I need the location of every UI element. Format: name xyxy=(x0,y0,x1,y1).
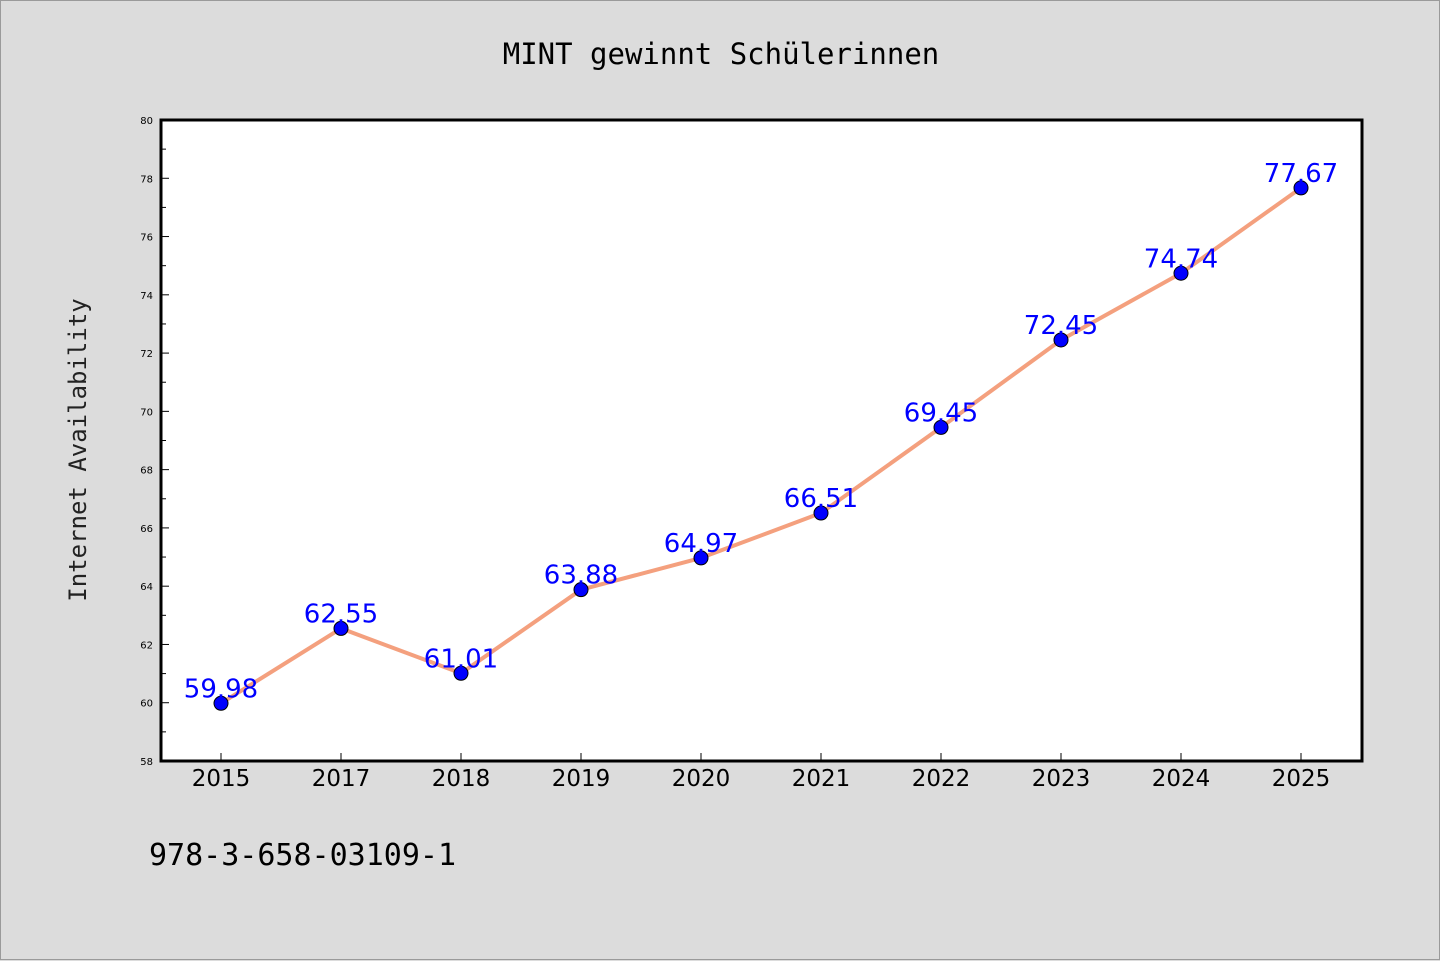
y-tick-label: 76 xyxy=(140,233,153,244)
data-label: 62.55 xyxy=(304,599,378,629)
isbn-text: 978-3-658-03109-1 xyxy=(149,838,456,873)
x-tick-label: 2017 xyxy=(312,766,371,792)
x-axis: 2015 2017 2018 2019 2020 2021 2022 2023 2024 2025 xyxy=(192,753,1331,792)
data-label: 61.01 xyxy=(424,644,498,674)
data-label: 69.45 xyxy=(904,398,978,428)
y-tick-label: 68 xyxy=(140,466,153,477)
x-tick-label: 2019 xyxy=(552,766,611,792)
y-tick-label: 66 xyxy=(140,524,153,535)
data-point xyxy=(1053,332,1069,348)
data-label: 74.74 xyxy=(1144,244,1218,274)
y-tick-label: 80 xyxy=(140,116,153,127)
data-label: 72.45 xyxy=(1024,311,1098,341)
data-point xyxy=(213,695,229,711)
data-point xyxy=(453,665,469,681)
plot-area xyxy=(159,118,1364,763)
data-label: 63.88 xyxy=(544,561,618,591)
x-tick-label: 2024 xyxy=(1152,766,1211,792)
x-tick-label: 2022 xyxy=(912,766,971,792)
data-point xyxy=(693,550,709,566)
data-point xyxy=(1173,265,1189,281)
x-tick-label: 2020 xyxy=(672,766,731,792)
data-point xyxy=(813,505,829,521)
y-tick-label: 72 xyxy=(140,349,153,360)
y-tick-label: 60 xyxy=(140,699,153,710)
y-tick-label: 74 xyxy=(140,291,153,302)
chart-title: MINT gewinnt Schülerinnen xyxy=(503,37,940,71)
data-label: 59.98 xyxy=(184,674,258,704)
data-point xyxy=(333,620,349,636)
y-axis: 58 60 62 64 66 68 70 72 74 76 78 80 xyxy=(140,116,169,768)
data-label: 77.67 xyxy=(1264,159,1338,189)
x-tick-label: 2015 xyxy=(192,766,251,792)
y-tick-label: 58 xyxy=(140,757,153,768)
series-layer: 59.98 62.55 61.01 63.88 64.97 66.51 69.45 72.45… xyxy=(184,159,1338,711)
data-point xyxy=(933,419,949,435)
y-tick-label: 62 xyxy=(140,640,153,651)
y-tick-label: 64 xyxy=(140,582,153,593)
data-label: 66.51 xyxy=(784,484,858,514)
data-label: 64.97 xyxy=(664,529,738,559)
x-tick-label: 2018 xyxy=(432,766,491,792)
series-line xyxy=(219,186,1303,706)
x-tick-label: 2023 xyxy=(1032,766,1091,792)
y-axis-label: Internet Availability xyxy=(64,298,92,601)
x-tick-label: 2025 xyxy=(1272,766,1331,792)
data-point xyxy=(573,582,589,598)
data-point xyxy=(1293,180,1309,196)
y-tick-label: 78 xyxy=(140,174,153,185)
y-tick-label: 70 xyxy=(140,407,153,418)
x-tick-label: 2021 xyxy=(792,766,851,792)
